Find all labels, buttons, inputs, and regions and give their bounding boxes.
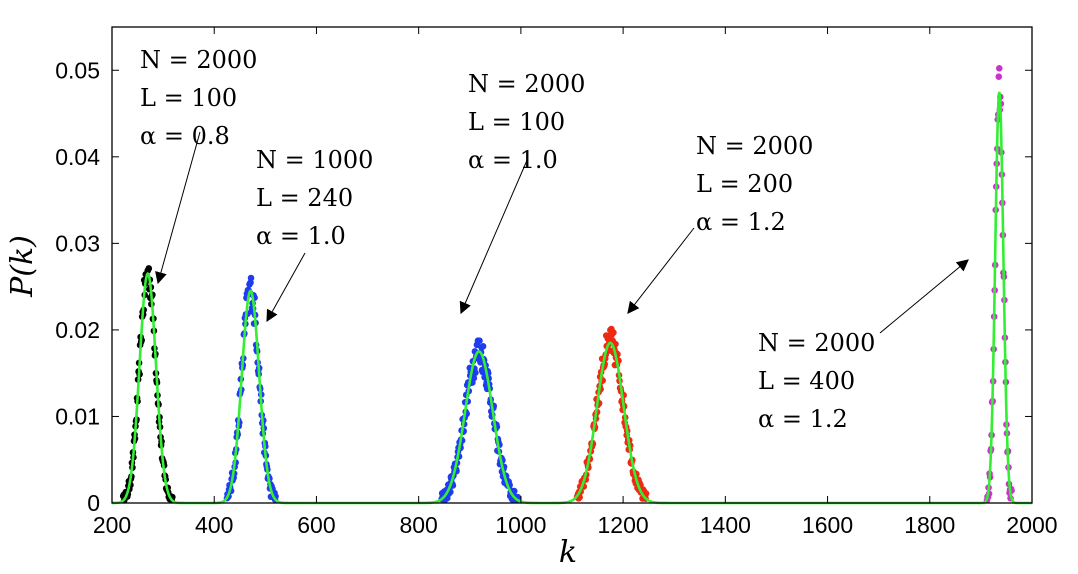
data-point [145, 265, 153, 272]
annotation-3: N = 2000 L = 200 α = 1.2 [627, 132, 813, 314]
annotation-arrow [879, 259, 969, 334]
data-point [995, 65, 1003, 72]
annotation-line: α = 1.2 [758, 405, 848, 433]
y-tick-label: 0.04 [55, 144, 100, 170]
y-tick-label: 0.02 [55, 317, 100, 343]
x-tick-label: 600 [297, 512, 335, 538]
annotation-line: α = 1.0 [468, 146, 558, 174]
y-tick-label: 0.01 [55, 403, 100, 429]
annotation-line: N = 2000 [758, 329, 875, 357]
annotation-4: N = 2000 L = 400 α = 1.2 [758, 259, 969, 433]
annotation-line: α = 1.2 [696, 208, 786, 236]
annotation-line: L = 400 [758, 367, 855, 395]
plot-frame [111, 26, 1033, 504]
data-point [247, 274, 255, 282]
series-0-points [119, 265, 176, 504]
data-point [472, 369, 479, 377]
x-tick-label: 2000 [1006, 512, 1057, 538]
fit-curve [112, 91, 1032, 505]
annotation-line: α = 0.8 [140, 122, 230, 150]
annotation-line: α = 1.0 [256, 222, 346, 250]
x-tick-label: 400 [195, 512, 233, 538]
y-tick-label: 0.03 [55, 230, 100, 256]
annotation-0: N = 2000 L = 100 α = 0.8 [140, 46, 257, 285]
data-point [510, 487, 518, 495]
annotation-2: N = 2000 L = 100 α = 1.0 [459, 70, 585, 315]
data-point [610, 329, 617, 336]
annotation-arrow [459, 157, 529, 315]
series-2-points [438, 337, 522, 504]
y-tick-label: 0.05 [55, 57, 100, 83]
x-tick-label: 1600 [802, 512, 853, 538]
data-point [479, 342, 487, 350]
x-axis-label: k [559, 535, 577, 570]
annotation-line: L = 240 [256, 184, 353, 212]
x-tick-label: 1400 [700, 512, 751, 538]
annotation-arrow [627, 227, 695, 314]
annotation-1: N = 1000 L = 240 α = 1.0 [256, 146, 373, 323]
annotation-arrow [155, 131, 201, 285]
data-point [479, 368, 486, 376]
data-point [995, 73, 1003, 80]
x-tick-label: 1000 [495, 512, 546, 538]
series-4-points [983, 65, 1015, 504]
annotation-line: N = 2000 [696, 132, 813, 160]
x-tick-label: 200 [93, 512, 131, 538]
data-point [476, 337, 483, 345]
series-1-points [223, 274, 279, 503]
annotation-line: L = 100 [140, 84, 237, 112]
annotation-line: L = 100 [468, 108, 565, 136]
x-tick-label: 1800 [904, 512, 955, 538]
x-tick-label: 1200 [598, 512, 649, 538]
annotation-arrow [266, 252, 306, 323]
annotation-line: N = 2000 [140, 46, 257, 74]
annotation-line: N = 1000 [256, 146, 373, 174]
data-point [470, 374, 478, 382]
annotation-line: L = 200 [696, 170, 793, 198]
x-tick-label: 800 [399, 512, 437, 538]
y-axis-label: P(k) [5, 235, 40, 298]
y-tick-label: 0 [87, 490, 100, 516]
annotation-line: N = 2000 [468, 70, 585, 98]
